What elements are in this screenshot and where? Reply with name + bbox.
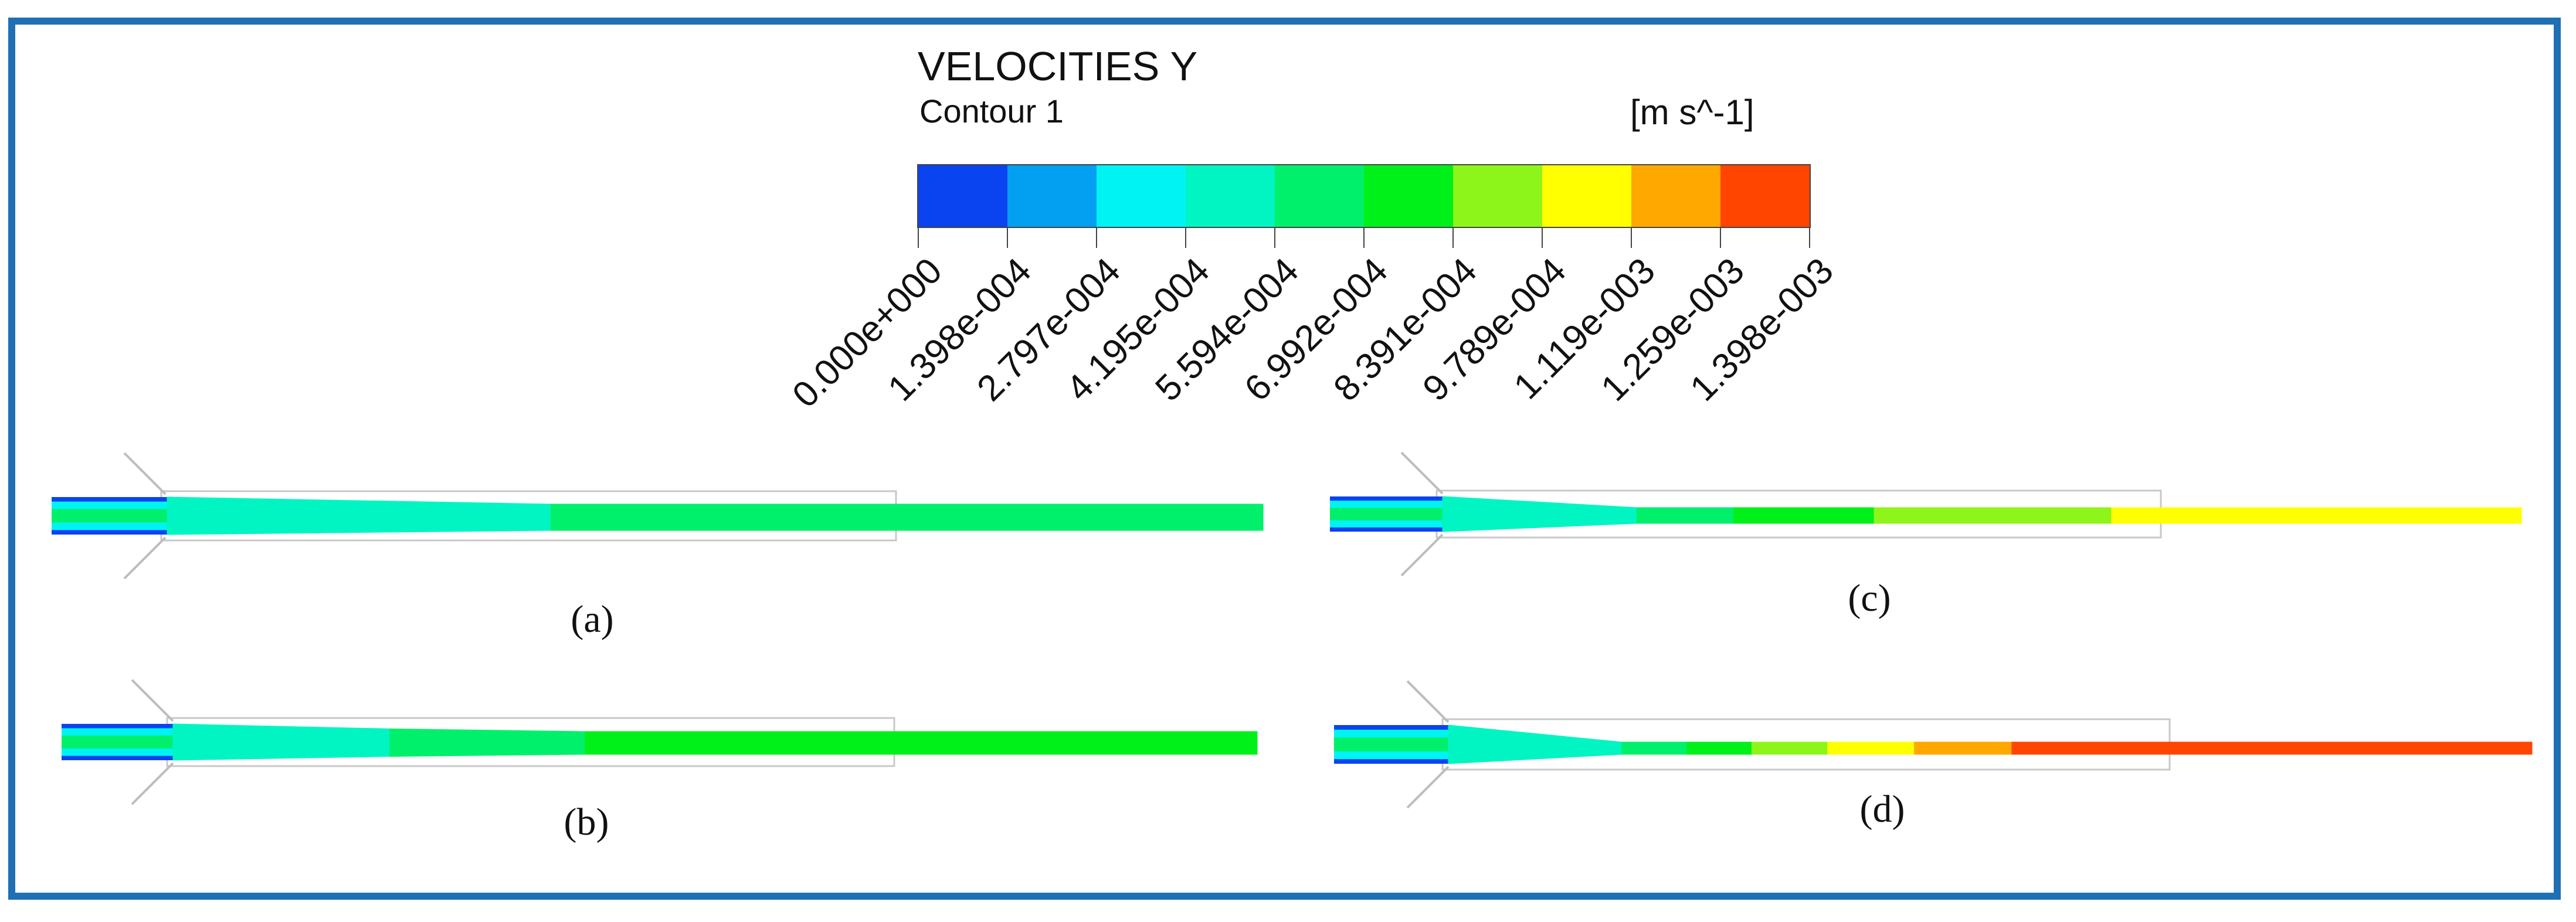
panel-label-c: (c) [1848, 577, 1891, 620]
contour-band [1733, 507, 1875, 524]
inlet-chevron-line [1406, 680, 1450, 723]
color-scale-segment [918, 165, 1007, 227]
contour-band [550, 503, 1264, 531]
contour-band [1914, 741, 2012, 755]
inlet-chevron-line [123, 452, 167, 495]
contour-band [585, 731, 1258, 755]
contour-band [1874, 507, 2112, 524]
inlet-core [52, 509, 167, 523]
color-scale-segment [1275, 165, 1364, 227]
color-scale-tick [1185, 227, 1186, 248]
legend-subtitle: Contour 1 [919, 93, 1064, 130]
inlet-core [62, 735, 173, 749]
inlet-core [1330, 508, 1443, 520]
color-scale-segment [1542, 165, 1631, 227]
color-scale-tick [1631, 227, 1632, 248]
color-scale-tick [1720, 227, 1721, 248]
color-scale-tick [918, 227, 919, 248]
contour-band [2011, 741, 2533, 755]
inlet-core [1334, 737, 1448, 751]
color-scale-segment [1007, 165, 1097, 227]
inlet-chevron-line [123, 536, 167, 580]
color-scale-segment [1364, 165, 1453, 227]
color-scale-tick [1096, 227, 1097, 248]
contour-band [389, 728, 586, 757]
panel-label-a: (a) [571, 598, 614, 641]
color-scale-segment [1720, 165, 1810, 227]
inlet-chevron-line [1400, 451, 1444, 495]
contour-band [1448, 724, 1623, 764]
color-scale-bar [917, 164, 1811, 228]
legend-title: VELOCITIES Y [918, 43, 1198, 89]
contour-band [172, 723, 391, 761]
panel-label-d: (d) [1859, 788, 1905, 831]
color-scale-tick [1809, 227, 1810, 248]
contour-band [1621, 741, 1688, 755]
contour-band [2111, 507, 2522, 524]
inlet-chevron-line [131, 762, 174, 805]
color-scale-segment [1453, 165, 1542, 227]
color-scale-ticks [918, 227, 1810, 250]
color-scale-tick [1007, 227, 1008, 248]
inlet-chevron-line [131, 679, 174, 722]
color-scale-tick [1452, 227, 1454, 248]
inlet-chevron-line [1406, 766, 1450, 809]
contour-band [1751, 741, 1828, 755]
contour-band [1827, 741, 1915, 755]
contour-band [1686, 741, 1752, 755]
color-scale-tick [1363, 227, 1365, 248]
color-scale-tick [1542, 227, 1543, 248]
color-scale-segment [1186, 165, 1275, 227]
inlet-chevron-line [1400, 533, 1444, 577]
color-scale-tick [1274, 227, 1275, 248]
contour-band [1442, 496, 1637, 532]
contour-band [1636, 507, 1735, 524]
color-scale-segment [1097, 165, 1186, 227]
legend-unit: [m s^-1] [1630, 93, 1754, 132]
panel-label-b: (b) [564, 801, 609, 843]
color-scale-segment [1631, 165, 1720, 227]
contour-band [167, 496, 551, 535]
